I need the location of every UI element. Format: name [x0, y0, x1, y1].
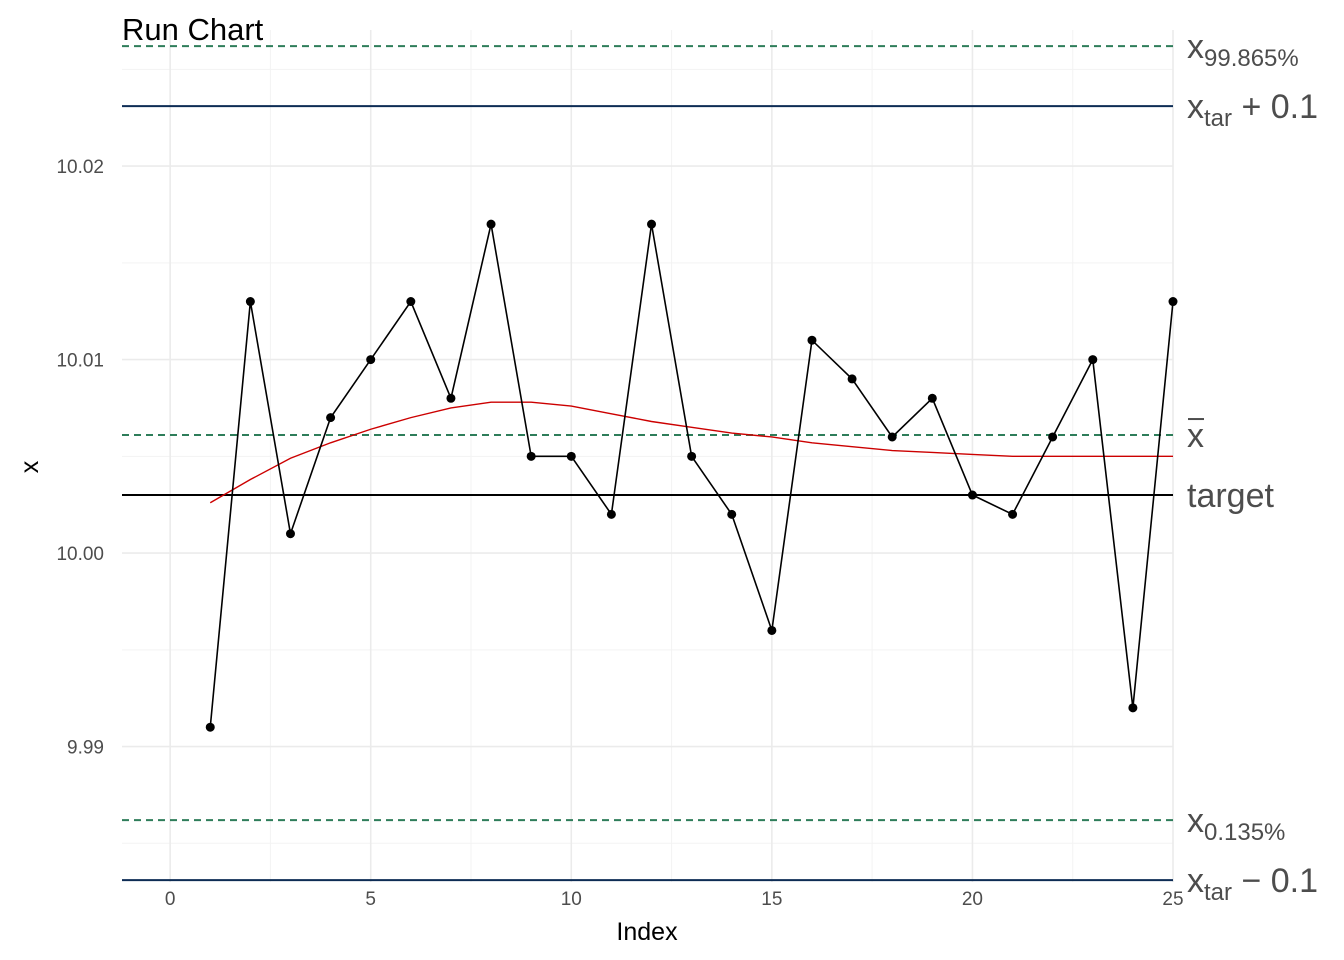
ref-label-lower-tolerance: xtar − 0.1: [1187, 862, 1318, 906]
data-point: [446, 393, 456, 403]
data-point: [1008, 509, 1018, 519]
y-tick-label: 9.99: [67, 738, 104, 759]
y-tick-label: 10.01: [56, 351, 104, 372]
data-point: [366, 355, 376, 365]
ref-label-lower-percentile: x0.135%: [1187, 802, 1285, 846]
y-tick-label: 10.02: [56, 157, 104, 178]
data-point: [967, 490, 977, 500]
x-tick-label: 25: [1162, 889, 1183, 910]
data-point: [887, 432, 897, 442]
y-axis-title: x: [16, 460, 44, 473]
x-axis-ticks: 0 5 10 15 20 25: [165, 889, 1184, 910]
data-point: [606, 509, 616, 519]
data-point: [727, 509, 737, 519]
x-tick-label: 10: [561, 889, 582, 910]
reference-line-labels: x99.865% xtar + 0.1 x target x0.135% xtar − 0…: [1187, 28, 1318, 906]
data-point: [1168, 297, 1178, 307]
data-point: [326, 413, 336, 423]
reference-lines: [122, 45, 1173, 882]
data-point: [687, 451, 697, 461]
data-point: [767, 625, 777, 635]
data-point: [526, 451, 536, 461]
data-point: [1088, 355, 1098, 365]
chart-title: Run Chart: [122, 12, 264, 47]
x-axis-title: Index: [616, 918, 678, 946]
ref-label-upper-tolerance: xtar + 0.1: [1187, 88, 1318, 132]
ref-label-target: target: [1187, 477, 1274, 515]
data-point: [285, 529, 295, 539]
data-point: [927, 393, 937, 403]
data-point: [406, 297, 416, 307]
data-point: [205, 722, 215, 732]
ref-label-upper-percentile: x99.865%: [1187, 28, 1299, 72]
x-tick-label: 20: [962, 889, 983, 910]
data-point: [847, 374, 857, 384]
data-point: [647, 219, 657, 229]
y-axis-ticks: 9.99 10.00 10.01 10.02: [56, 157, 104, 758]
ref-label-mean: x: [1187, 417, 1204, 455]
x-tick-label: 15: [761, 889, 782, 910]
series-line: [209, 223, 1174, 728]
x-tick-label: 5: [365, 889, 376, 910]
smooth-curve: [209, 401, 1173, 504]
data-point: [807, 335, 817, 345]
data-point: [1048, 432, 1058, 442]
data-point: [245, 297, 255, 307]
series: [205, 219, 1178, 732]
y-tick-label: 10.00: [56, 544, 104, 565]
data-point: [486, 219, 496, 229]
data-point: [566, 451, 576, 461]
data-point: [1128, 703, 1138, 713]
x-tick-label: 0: [165, 889, 176, 910]
